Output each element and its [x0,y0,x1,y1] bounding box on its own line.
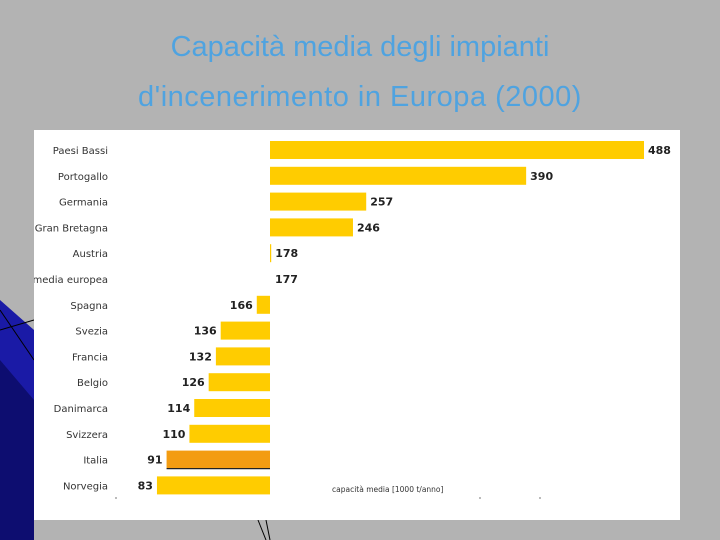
bar-gran-bretagna [270,218,353,237]
deco-line [0,319,35,331]
value-label-svizzera: 110 [162,428,185,441]
category-label-svezia: Svezia [75,327,108,338]
category-label-danimarca: Danimarca [54,404,108,415]
value-label-portogallo: 390 [530,170,553,183]
category-label-paesi-bassi: Paesi Bassi [53,146,108,157]
deco-line [0,309,35,361]
slide-title: Capacità media degli impianti d'inceneri… [0,22,720,122]
value-label-gran-bretagna: 246 [357,221,380,234]
bar-belgio [208,373,270,392]
bar-spagna [256,295,270,314]
value-label-danimarca: 114 [167,402,190,415]
value-label-spagna: 166 [230,299,253,312]
bar-norvegia [156,476,270,495]
category-label-francia: Francia [72,352,108,363]
value-label-austria: 178 [275,247,298,260]
value-label-paesi-bassi: 488 [648,144,671,157]
bar-chart: Paesi Bassi 488 Portogallo 390 Germania 257 Gr… [34,141,671,499]
slide-title-line2: d'incenerimento in Europa (2000) [138,81,582,113]
category-label-austria: Austria [73,249,108,260]
value-label-norvegia: 83 [138,479,153,492]
bar-italia [166,450,270,469]
bar-portogallo [270,166,527,185]
value-label-germania: 257 [370,196,393,209]
chart-panel: Paesi Bassi 488 Portogallo 390 Germania 257 Gr… [34,130,680,520]
value-label-belgio: 126 [182,376,205,389]
value-label-svezia: 136 [194,325,217,338]
value-label-media-europea: 177 [275,273,298,286]
bar-paesi-bassi [270,141,644,159]
value-label-francia: 132 [189,350,212,363]
category-label-media-europea: media europea [34,275,108,286]
x-axis-label: capacità media [1000 t/anno] [332,485,444,494]
bar-francia [215,347,270,366]
category-label-gran-bretagna: Gran Bretagna [35,223,108,234]
bar-danimarca [194,399,270,417]
bar-germania [270,192,367,211]
bar-svezia [220,321,270,340]
slide-title-line1: Capacità media degli impianti [170,31,550,63]
left-blue-wedge-dark [0,360,34,540]
category-label-germania: Germania [59,198,108,209]
category-label-portogallo: Portogallo [58,172,108,183]
deco-line [265,519,271,540]
deco-line [257,519,267,540]
category-label-spagna: Spagna [70,301,108,312]
bar-austria [270,244,272,263]
category-label-belgio: Belgio [77,378,108,389]
category-label-norvegia: Norvegia [63,481,108,492]
value-label-italia: 91 [147,454,162,467]
category-label-italia: Italia [83,456,108,467]
category-label-svizzera: Svizzera [66,430,108,441]
bar-svizzera [189,424,270,443]
